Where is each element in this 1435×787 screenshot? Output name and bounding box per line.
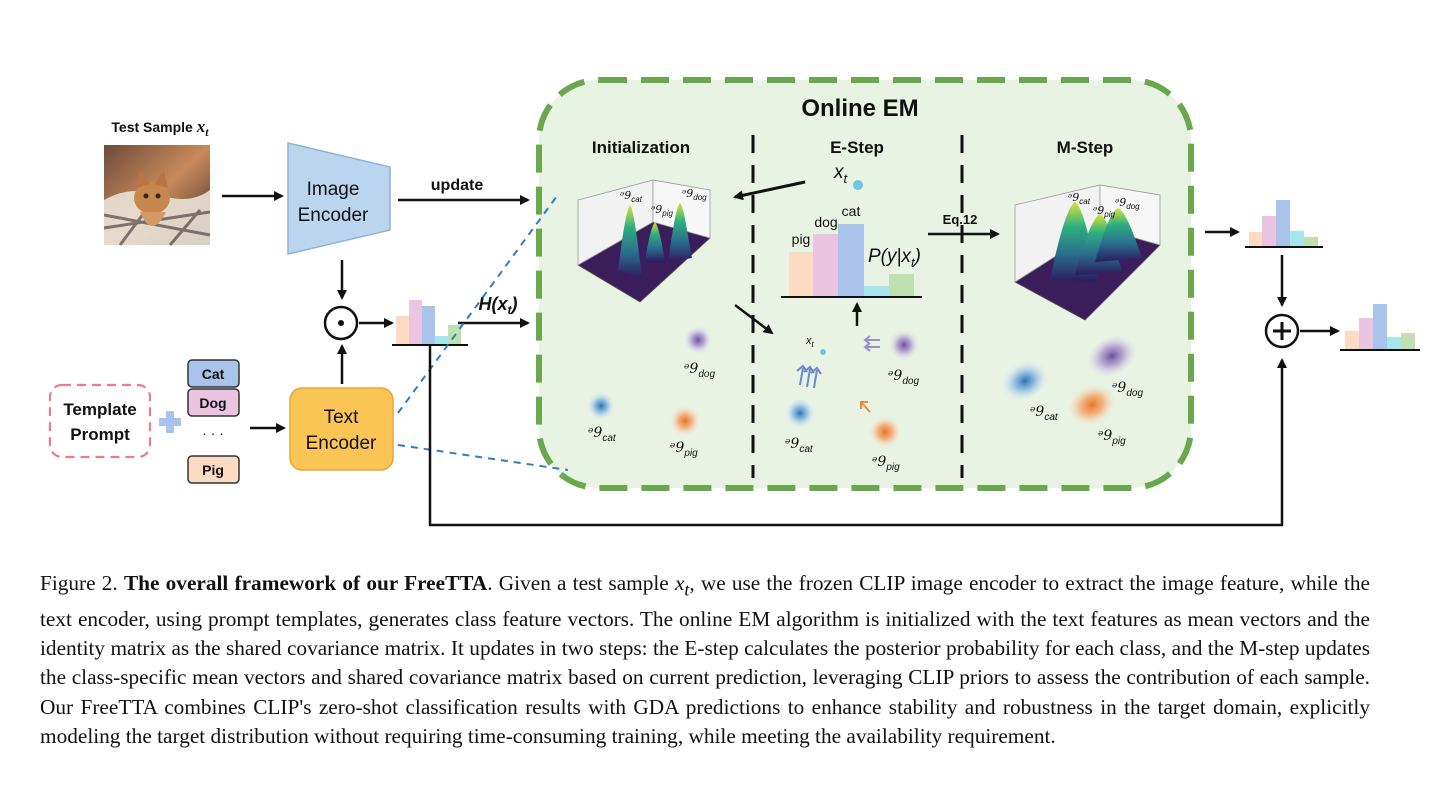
caption-lead: . Given a test sample [487, 571, 675, 595]
estep-npig: ᵊ9pig [872, 454, 900, 473]
text-encoder-label-1: Text [324, 407, 360, 428]
caption-prefix: Figure 2. [40, 571, 124, 595]
clip-logits-histogram [392, 300, 468, 346]
estep-ndog: ᵊ9dog [888, 368, 919, 387]
caption-title: The overall framework of our FreeTTA [123, 571, 488, 595]
entropy-label: H(xt) [478, 294, 517, 317]
mstep-ncat: ᵊ9cat [1030, 404, 1059, 423]
text-encoder-block [289, 387, 394, 471]
estep-sample-var: xt [833, 162, 849, 186]
test-sample-label: Test Sample xt [111, 117, 209, 139]
framework-diagram: Online EM Test Sample xt Image Encoder u… [48, 77, 1420, 527]
mstep-label-ncat: ᵊ9cat [1068, 191, 1091, 206]
class-cat-box [187, 359, 240, 388]
image-encoder-label-2: Encoder [298, 205, 369, 226]
mstep-npig: ᵊ9pig [1098, 428, 1126, 447]
init-label-npig: ᵊ9pig [651, 203, 673, 218]
image-encoder-label-1: Image [307, 179, 360, 200]
mstep-label-ndog: ᵊ9dog [1115, 196, 1140, 211]
gda-histogram [1245, 200, 1323, 248]
text-encoder-label-2: Encoder [306, 433, 377, 454]
class-pig-box [187, 455, 240, 484]
figure-caption: Figure 2. The overall framework of our F… [40, 569, 1370, 752]
class-dog-label: Dog [199, 395, 226, 411]
update-arrows [796, 364, 822, 389]
caption-body: , we use the frozen CLIP image encoder t… [40, 571, 1370, 749]
init-ncat-2d: ᵊ9cat [588, 425, 617, 444]
online-em-title: Online EM [801, 95, 918, 122]
posterior-histogram [781, 224, 922, 298]
bar-label-cat: cat [842, 203, 861, 219]
plus-icon [159, 411, 181, 433]
mstep-ndog: ᵊ9dog [1112, 380, 1143, 399]
mstep-gaussian-surface [1014, 184, 1161, 321]
mstep-label-npig: ᵊ9pig [1093, 204, 1115, 219]
class-cat-label: Cat [202, 366, 225, 382]
init-gaussian-surface [577, 179, 711, 303]
estep-sample-small: xt [805, 335, 815, 349]
init-ndog-2d: ᵊ9dog [684, 361, 715, 380]
m-step-label: M-Step [1057, 138, 1114, 157]
estep-ncat: ᵊ9cat [785, 436, 814, 455]
final-histogram [1340, 304, 1420, 351]
class-pig-label: Pig [202, 462, 224, 478]
update-label: update [431, 177, 484, 194]
bar-label-pig: pig [792, 231, 811, 247]
cat-image [103, 145, 211, 246]
image-encoder-block [287, 142, 391, 255]
class-dog-box [187, 388, 240, 417]
e-step-label: E-Step [830, 138, 884, 157]
init-label-ncat: ᵊ9cat [620, 189, 643, 204]
template-prompt-box [48, 383, 152, 459]
init-npig-2d: ᵊ9pig [670, 440, 698, 459]
template-label-1: Template [63, 400, 136, 419]
init-label-ndog: ᵊ9dog [682, 187, 707, 202]
caption-var: x [674, 571, 685, 595]
posterior-label: P(y|xt) [868, 246, 921, 270]
caption-var-sub: t [684, 579, 690, 600]
template-label-2: Prompt [70, 425, 130, 444]
class-ellipsis: · · · [202, 425, 224, 441]
initialization-label: Initialization [592, 138, 690, 157]
bar-label-dog: dog [814, 214, 837, 230]
eq12-label: Eq.12 [943, 212, 978, 227]
